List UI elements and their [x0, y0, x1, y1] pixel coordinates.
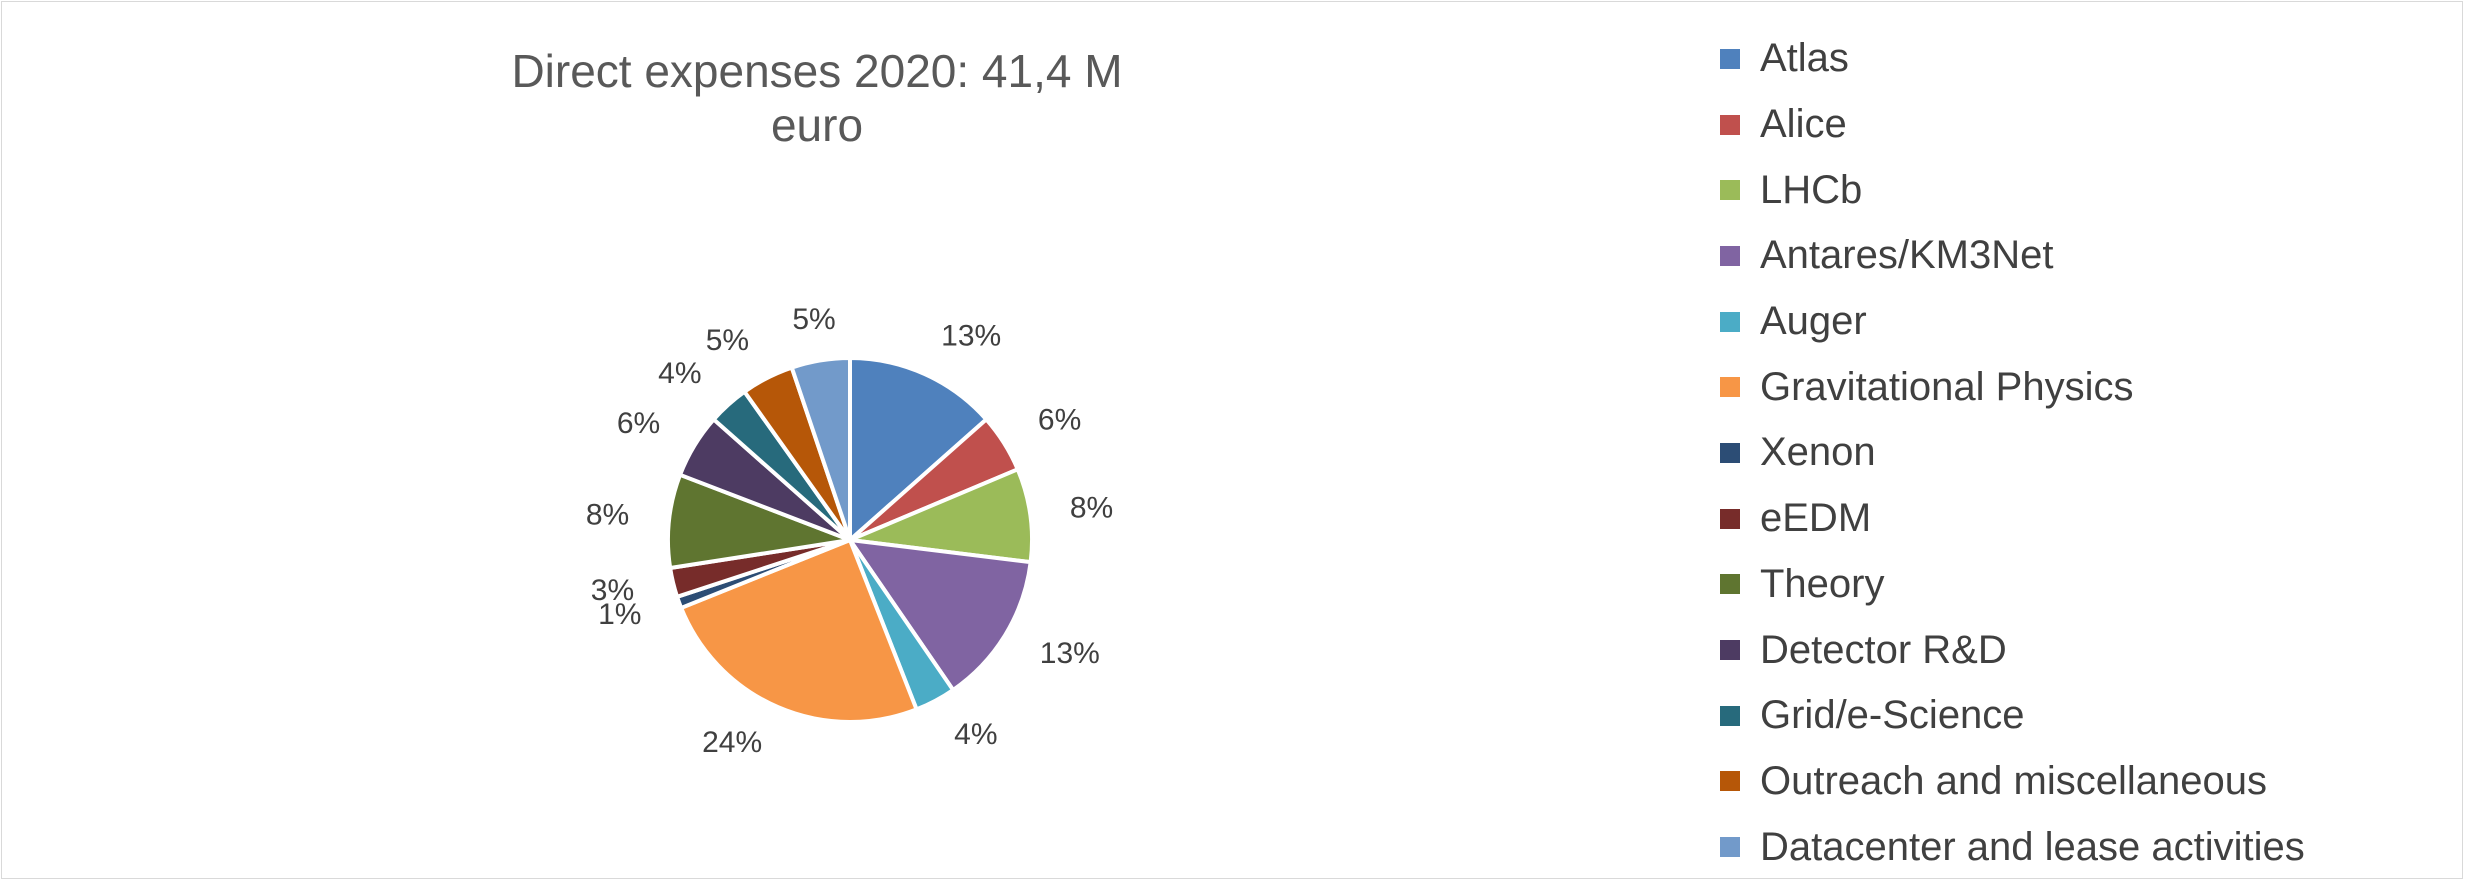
legend-item-4: Auger: [1720, 289, 2305, 355]
legend-swatch-12: [1720, 837, 1740, 858]
legend-swatch-9: [1720, 640, 1740, 661]
legend-swatch-3: [1720, 245, 1740, 266]
data-label-4: 4%: [954, 718, 997, 751]
legend-swatch-6: [1720, 442, 1740, 463]
legend-label-12: Datacenter and lease activities: [1760, 824, 2305, 869]
data-label-12: 5%: [792, 303, 835, 336]
data-label-1: 6%: [1038, 404, 1081, 437]
legend-item-6: Xenon: [1720, 420, 2305, 486]
data-label-6: 1%: [598, 598, 641, 631]
legend-swatch-8: [1720, 574, 1740, 595]
data-label-3: 13%: [1040, 637, 1100, 670]
legend-swatch-5: [1720, 377, 1740, 398]
legend-swatch-2: [1720, 180, 1740, 201]
legend-label-9: Detector R&D: [1760, 627, 2007, 672]
legend-label-4: Auger: [1760, 299, 1867, 344]
legend-label-2: LHCb: [1760, 167, 1863, 212]
legend-label-10: Grid/e-Science: [1760, 693, 2025, 738]
data-label-0: 13%: [941, 320, 1001, 353]
legend-swatch-0: [1720, 48, 1740, 69]
data-label-10: 4%: [658, 357, 701, 390]
chart-title: Direct expenses 2020: 41,4 M euro: [511, 45, 1123, 151]
legend-swatch-4: [1720, 311, 1740, 332]
legend-item-11: Outreach and miscellaneous: [1720, 749, 2305, 815]
legend-label-0: Atlas: [1760, 36, 1849, 81]
legend-item-3: Antares/KM3Net: [1720, 223, 2305, 289]
legend-label-3: Antares/KM3Net: [1760, 233, 2054, 278]
legend: Atlas Alice LHCb Antares/KM3Net Auger Gravita…: [1720, 26, 2305, 880]
legend-label-8: Theory: [1760, 561, 1885, 606]
data-label-11: 5%: [706, 324, 749, 357]
legend-item-8: Theory: [1720, 552, 2305, 618]
legend-item-10: Grid/e-Science: [1720, 683, 2305, 749]
legend-item-2: LHCb: [1720, 157, 2305, 223]
legend-item-0: Atlas: [1720, 26, 2305, 92]
pie-chart: 13%6%8%13%4%24%1%3%8%6%4%5%5%: [586, 303, 1113, 759]
data-label-9: 6%: [617, 407, 660, 440]
legend-swatch-10: [1720, 705, 1740, 726]
legend-label-5: Gravitational Physics: [1760, 364, 2134, 409]
legend-item-7: eEDM: [1720, 486, 2305, 552]
legend-item-9: Detector R&D: [1720, 617, 2305, 683]
legend-swatch-1: [1720, 114, 1740, 135]
legend-swatch-11: [1720, 771, 1740, 792]
legend-label-6: Xenon: [1760, 430, 1876, 475]
data-label-5: 24%: [702, 726, 762, 759]
data-label-8: 8%: [586, 498, 629, 531]
legend-item-1: Alice: [1720, 92, 2305, 158]
legend-label-1: Alice: [1760, 102, 1847, 147]
legend-label-11: Outreach and miscellaneous: [1760, 758, 2267, 803]
legend-item-5: Gravitational Physics: [1720, 354, 2305, 420]
legend-swatch-7: [1720, 508, 1740, 529]
pie-slice-3: [848, 538, 1033, 692]
data-label-7: 3%: [591, 574, 634, 607]
legend-item-12: Datacenter and lease activities: [1720, 814, 2305, 880]
data-label-2: 8%: [1070, 491, 1113, 524]
pie-slice-0: [848, 356, 989, 542]
pie-slice-12: [789, 356, 852, 542]
legend-label-7: eEDM: [1760, 496, 1872, 541]
